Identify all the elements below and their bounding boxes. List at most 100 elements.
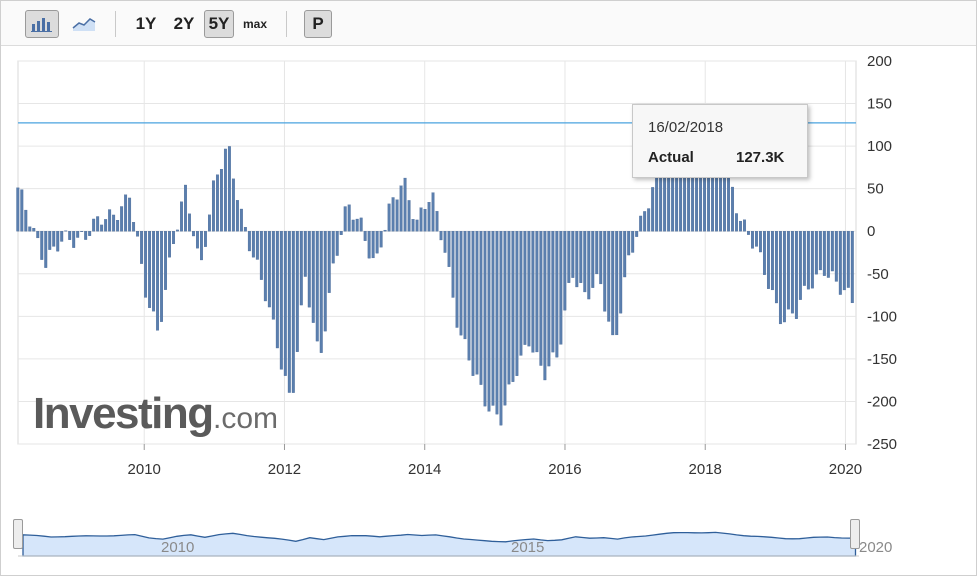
bar: [535, 231, 539, 353]
bar: [299, 231, 303, 306]
bar: [211, 180, 215, 232]
bar: [455, 231, 459, 328]
bar: [850, 231, 854, 304]
bar: [319, 231, 323, 353]
bar-series: [16, 104, 854, 426]
bar: [810, 231, 814, 289]
bar: [96, 216, 100, 232]
bar: [204, 231, 207, 247]
range-max-button[interactable]: max: [242, 17, 268, 31]
bar: [523, 231, 527, 345]
bar: [112, 214, 116, 232]
print-button[interactable]: P: [304, 10, 332, 38]
bar: [295, 231, 299, 352]
bar: [76, 231, 80, 238]
bar: [635, 231, 639, 237]
bar: [32, 227, 36, 232]
bar: [587, 231, 591, 300]
navigator-right-handle[interactable]: [850, 519, 860, 549]
bar: [399, 185, 403, 232]
bar: [136, 231, 140, 237]
y-axis: 200 150 100 50 0 -50 -100 -150 -200 -250: [867, 53, 897, 453]
bar: [555, 231, 559, 358]
bar-chart-icon: [31, 18, 52, 32]
bar: [463, 231, 467, 340]
y-tick-label: -150: [867, 351, 897, 368]
bar: [447, 231, 451, 267]
bar: [743, 219, 746, 232]
bar: [36, 231, 40, 239]
bar: [651, 187, 655, 232]
bar-chart-button[interactable]: [25, 10, 59, 38]
bar: [351, 219, 355, 232]
bar: [391, 197, 395, 232]
bar: [287, 231, 291, 393]
bar: [255, 231, 259, 260]
x-tick-label: 2010: [128, 461, 161, 478]
bar: [48, 231, 52, 250]
bar: [591, 231, 595, 288]
bar: [766, 231, 770, 289]
bar: [303, 231, 307, 277]
bar: [227, 146, 231, 232]
bar: [307, 231, 311, 308]
bar: [279, 231, 283, 370]
navigator-series: [22, 531, 857, 557]
bar: [116, 220, 120, 232]
bar: [251, 231, 255, 258]
bar: [782, 231, 786, 323]
y-tick-label: 0: [867, 223, 875, 240]
x-axis: 2010 2012 2014 2016 2018 2020: [128, 444, 862, 478]
bar: [363, 231, 367, 241]
navigator-label-2010: 2010: [161, 539, 194, 556]
navigator-label-2015: 2015: [511, 539, 544, 556]
bar: [92, 218, 96, 232]
bar: [834, 231, 838, 282]
range-1y-button[interactable]: 1Y: [135, 14, 157, 33]
bar: [208, 214, 211, 232]
bar: [567, 231, 571, 283]
y-tick-label: -200: [867, 393, 897, 410]
bar: [838, 231, 842, 295]
navigator-left-handle[interactable]: [13, 519, 23, 549]
bar: [176, 229, 179, 232]
bar: [435, 211, 439, 232]
bar: [603, 231, 607, 312]
bar: [527, 231, 531, 347]
bar: [52, 231, 56, 247]
bar: [543, 231, 547, 381]
bar: [247, 231, 251, 252]
area-chart-button[interactable]: [67, 10, 101, 38]
bar: [830, 231, 834, 272]
bar: [124, 194, 128, 232]
bar: [511, 231, 515, 382]
bar: [343, 206, 347, 232]
bar: [495, 231, 499, 415]
bar: [531, 231, 535, 353]
x-tick-label: 2020: [829, 461, 862, 478]
bar: [148, 231, 152, 308]
bar: [763, 231, 766, 275]
bar: [100, 224, 104, 232]
bar: [423, 209, 427, 232]
range-5y-button[interactable]: 5Y: [204, 10, 234, 38]
bar: [443, 231, 447, 253]
bar: [219, 169, 223, 232]
logo-suffix: .com: [213, 402, 278, 435]
y-tick-label: 50: [867, 181, 884, 198]
bar: [152, 231, 156, 312]
bar: [327, 231, 331, 293]
bar: [842, 231, 846, 291]
bar: [403, 177, 407, 232]
x-tick-label: 2018: [689, 461, 722, 478]
bar: [88, 231, 92, 236]
bar: [196, 231, 199, 249]
bar: [379, 231, 383, 248]
bar: [611, 231, 615, 336]
bar: [647, 208, 651, 232]
investing-logo: Investing .com: [33, 389, 278, 438]
bar: [794, 231, 798, 319]
bar: [28, 226, 32, 232]
range-2y-button[interactable]: 2Y: [173, 14, 195, 33]
